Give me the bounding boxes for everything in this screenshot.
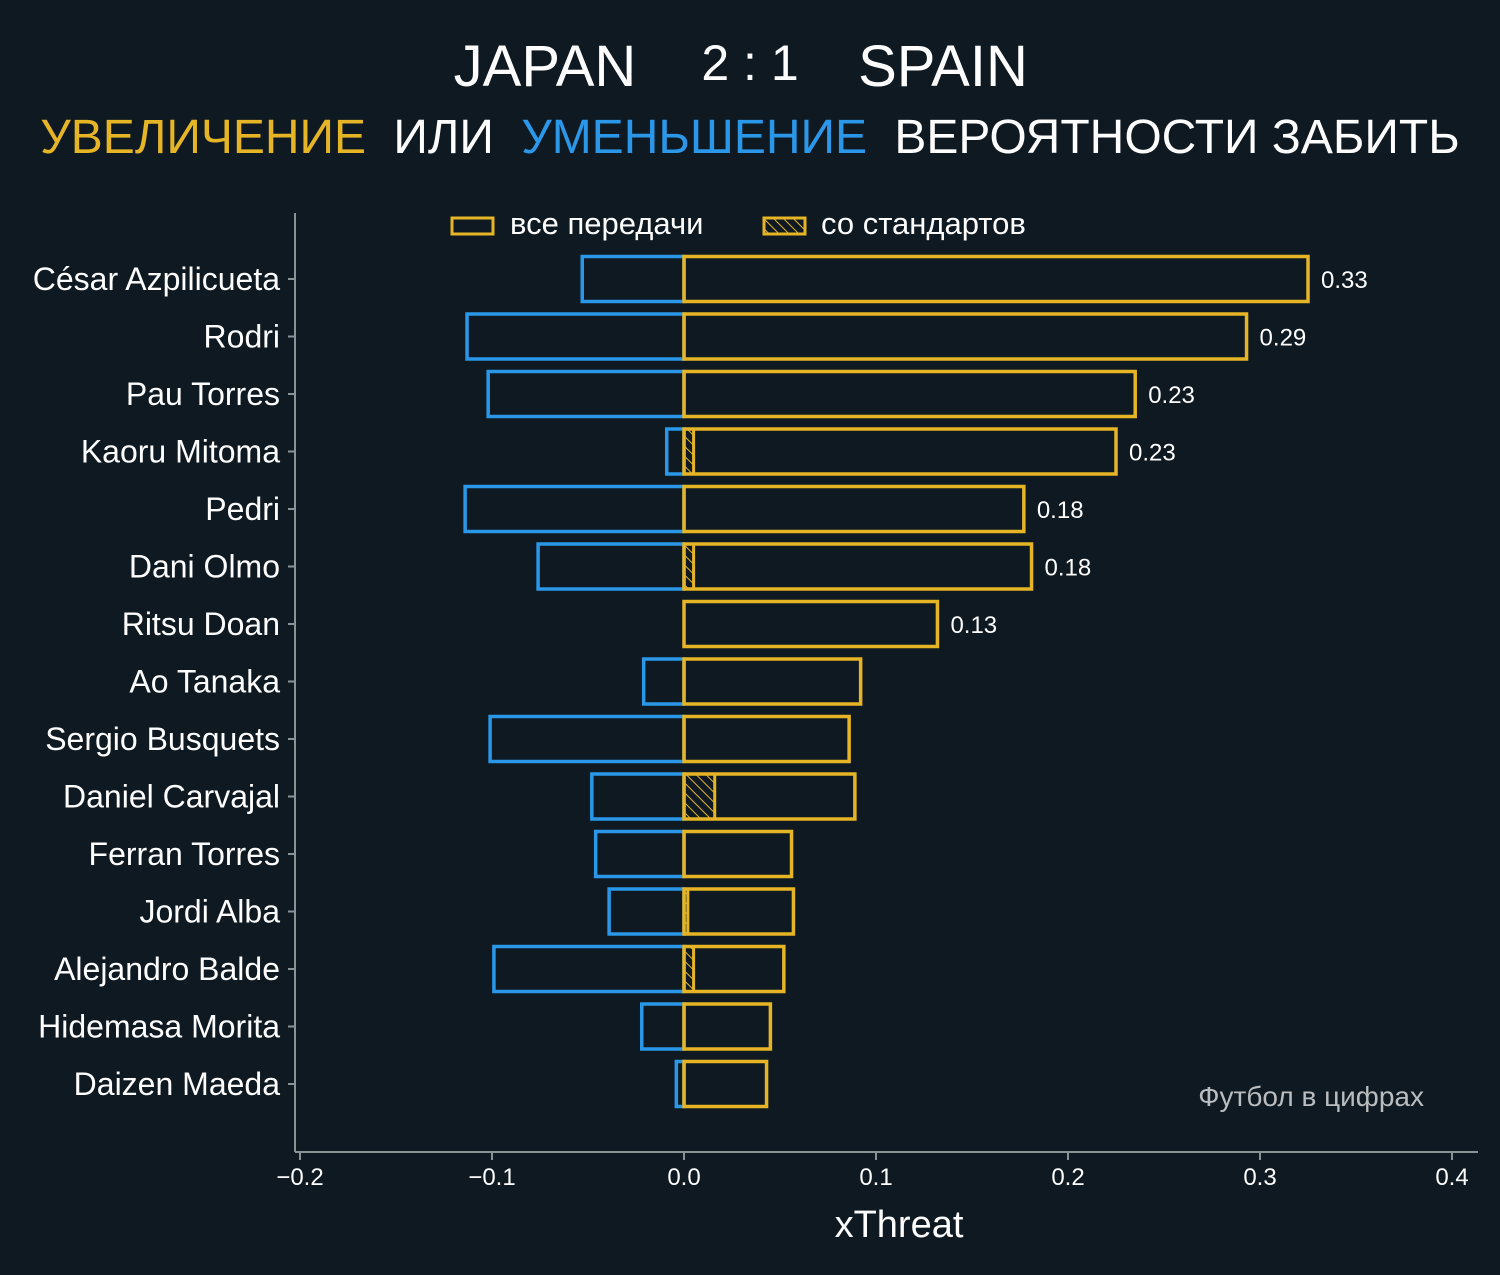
y-tick-label: Daizen Maeda [74, 1066, 281, 1102]
x-tick-label: 0.4 [1435, 1164, 1468, 1191]
bar-decrease [488, 714, 686, 764]
data-label: 0.13 [950, 612, 997, 639]
y-tick-label: Ao Tanaka [129, 664, 280, 700]
x-tick-label: −0.1 [468, 1164, 515, 1191]
bar-decrease [607, 887, 686, 936]
bar-increase [682, 887, 796, 936]
y-tick-label: Ritsu Doan [122, 606, 280, 642]
bar-increase [682, 599, 940, 649]
legend-swatch-all-passes [450, 216, 495, 236]
bar-set-pieces [682, 427, 696, 476]
data-label: 0.33 [1321, 267, 1368, 294]
bar-decrease [590, 772, 686, 821]
bar-increase [682, 944, 786, 994]
data-label: 0.29 [1260, 325, 1307, 352]
bar-increase [682, 1059, 769, 1109]
x-tick-label: −0.2 [276, 1164, 323, 1191]
bar-set-pieces [682, 945, 696, 993]
bar-set-pieces [682, 772, 717, 821]
legend: все передачи со стандартов [450, 206, 1026, 241]
data-label: 0.23 [1129, 440, 1176, 467]
bar-decrease [640, 1002, 686, 1051]
bar-increase [682, 254, 1310, 304]
y-tick-label: Jordi Alba [139, 894, 280, 930]
y-tick-label: Rodri [204, 319, 280, 355]
title-team-home: JAPAN [454, 34, 637, 99]
subtitle-decrease: УМЕНЬШЕНИЕ [521, 111, 867, 164]
bar-increase [682, 829, 794, 879]
subtitle-or: ИЛИ [393, 111, 494, 164]
bar-decrease [664, 427, 686, 476]
legend-swatch-set-pieces [762, 216, 807, 236]
y-tick-label: Daniel Carvajal [63, 779, 280, 815]
bar-increase [682, 657, 863, 706]
y-tick-label: Hidemasa Morita [38, 1009, 280, 1045]
y-tick-label: César Azpilicueta [33, 261, 280, 297]
y-tick-label: Kaoru Mitoma [81, 434, 280, 470]
data-label: 0.23 [1148, 382, 1195, 409]
bar-increase [682, 427, 1118, 476]
subtitle-increase: УВЕЛИЧЕНИЕ [40, 111, 366, 164]
bar-decrease [463, 484, 686, 534]
data-label: 0.18 [1037, 497, 1084, 524]
bar-decrease [580, 254, 686, 304]
x-ticks: −0.2 −0.1 0.0 0.1 0.2 0.3 0.4 [276, 1152, 1469, 1191]
title-team-away: SPAIN [858, 34, 1028, 99]
legend-label-all-passes: все передачи [510, 206, 703, 241]
x-tick-label: 0.0 [667, 1164, 700, 1191]
bar-increase [682, 312, 1249, 361]
y-tick-label: Pedri [205, 491, 280, 527]
data-label: 0.18 [1045, 555, 1092, 582]
title-score: 2 : 1 [701, 35, 798, 91]
subtitle-rest: ВЕРОЯТНОСТИ ЗАБИТЬ [894, 111, 1459, 164]
x-tick-label: 0.2 [1051, 1164, 1084, 1191]
bar-increase [682, 484, 1026, 534]
bar-increase [682, 369, 1137, 419]
subtitle: УВЕЛИЧЕНИЕ ИЛИ УМЕНЬШЕНИЕ ВЕРОЯТНОСТИ ЗА… [40, 111, 1459, 164]
bar-decrease [641, 657, 686, 706]
y-tick-label: Pau Torres [126, 376, 280, 412]
y-tick-labels: César Azpilicueta Rodri Pau Torres Kaoru Mi… [33, 261, 295, 1102]
y-tick-label: Dani Olmo [129, 549, 280, 585]
bar-increase [682, 542, 1034, 591]
bar-decrease [465, 312, 686, 361]
bar-decrease [536, 542, 686, 591]
bar-decrease [492, 944, 686, 994]
x-tick-label: 0.1 [859, 1164, 892, 1191]
bar-increase [682, 714, 851, 764]
bar-set-pieces [682, 542, 696, 591]
y-tick-label: Sergio Busquets [45, 721, 280, 757]
y-tick-label: Ferran Torres [89, 836, 280, 872]
watermark: Футбол в цифрах [1198, 1081, 1424, 1112]
legend-label-set-pieces: со стандартов [821, 206, 1026, 241]
bar-decrease [486, 369, 686, 419]
bar-increase [682, 1002, 773, 1051]
x-axis-label: xThreat [835, 1204, 964, 1246]
bar-set-pieces [682, 887, 690, 936]
bar-decrease [593, 829, 686, 879]
y-tick-label: Alejandro Balde [54, 951, 280, 987]
x-tick-label: 0.3 [1243, 1164, 1276, 1191]
bars: 0.33 0.29 0.23 0.23 0.18 0.18 0.13 [463, 254, 1368, 1109]
